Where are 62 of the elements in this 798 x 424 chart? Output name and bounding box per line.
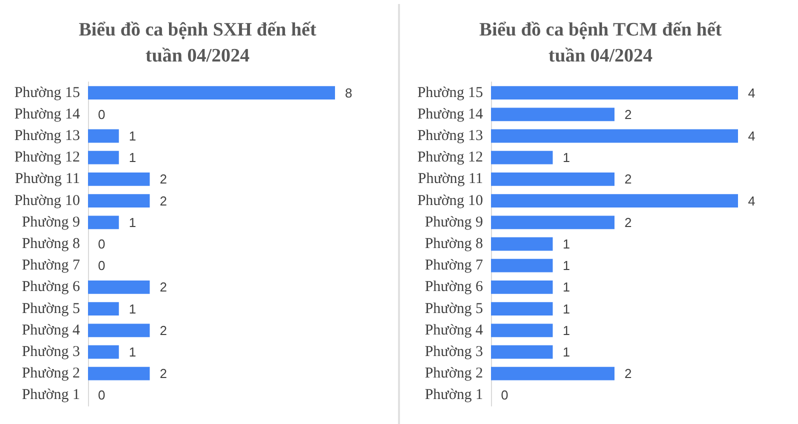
y-tick-label: Phường 9 — [22, 214, 80, 230]
y-tick-label: Phường 7 — [22, 258, 80, 274]
data-label: 0 — [98, 236, 106, 252]
y-tick-label: Phường 15 — [417, 84, 483, 101]
data-label: 4 — [748, 85, 756, 100]
data-label: 2 — [624, 214, 632, 230]
y-tick-label: Phường 15 — [14, 84, 80, 101]
data-label: 1 — [128, 301, 136, 316]
data-label: 8 — [345, 85, 352, 100]
y-tick-label: Phường 5 — [424, 300, 483, 317]
data-label: 1 — [562, 150, 570, 166]
y-tick-label: Phường 4 — [424, 322, 484, 338]
data-label: 2 — [160, 322, 167, 338]
data-label: 0 — [501, 388, 508, 403]
y-tick-label: Phường 5 — [22, 300, 80, 317]
data-label: 0 — [98, 258, 106, 274]
data-label: 1 — [562, 280, 570, 295]
data-label: 2 — [624, 366, 632, 382]
data-label: 2 — [160, 193, 167, 208]
y-tick-label: Phường 2 — [424, 366, 483, 382]
data-label: 1 — [128, 344, 136, 360]
data-label: 1 — [562, 344, 570, 360]
y-tick-label: Phường 4 — [22, 322, 80, 338]
data-label: 1 — [128, 128, 136, 144]
data-label: 1 — [562, 301, 570, 316]
chart-title: Biểu đồ ca bệnh SXH đến hết tuần 04/2024 — [78, 20, 317, 66]
y-tick-label: Phường 3 — [22, 344, 80, 360]
y-tick-label: Phường 2 — [22, 366, 80, 382]
y-tick-label: Phường 1 — [424, 387, 483, 404]
data-label: 4 — [748, 193, 756, 208]
y-tick-label: Phường 9 — [424, 214, 483, 230]
y-tick-label: Phường 8 — [424, 236, 483, 252]
data-label: 2 — [160, 280, 167, 295]
y-tick-label: Phường 3 — [424, 344, 483, 360]
y-tick-label: Phường 11 — [14, 171, 80, 188]
chart-title: Biểu đồ ca bệnh TCM đến hết tuần 04/2024 — [479, 20, 722, 66]
data-label: 0 — [98, 388, 106, 403]
data-label: 1 — [128, 214, 136, 230]
y-tick-label: Phường 6 — [22, 279, 80, 296]
y-tick-label: Phường 13 — [417, 128, 483, 144]
y-tick-label: Phường 7 — [424, 258, 484, 274]
data-label: 1 — [562, 258, 570, 274]
y-tick-label: Phường 12 — [417, 150, 483, 166]
y-tick-label: Phường 8 — [22, 236, 80, 252]
y-tick-label: Phường 10 — [417, 192, 483, 209]
y-tick-label: Phường 12 — [14, 150, 80, 166]
y-tick-label: Phường 13 — [14, 128, 80, 144]
data-label: 0 — [98, 106, 106, 122]
data-label: 2 — [624, 106, 632, 122]
data-label: 1 — [562, 322, 570, 338]
data-label: 2 — [160, 366, 167, 382]
y-tick-label: Phường 14 — [14, 106, 80, 122]
data-label: 2 — [624, 172, 632, 187]
y-tick-label: Phường 10 — [14, 192, 80, 209]
y-tick-label: Phường 1 — [22, 387, 80, 404]
data-label: 2 — [160, 172, 167, 187]
y-tick-label: Phường 6 — [424, 279, 484, 296]
data-label: 1 — [562, 236, 570, 252]
y-tick-label: Phường 14 — [417, 106, 484, 122]
data-label: 1 — [128, 150, 136, 166]
y-tick-label: Phường 11 — [418, 171, 483, 188]
data-label: 4 — [748, 128, 756, 144]
